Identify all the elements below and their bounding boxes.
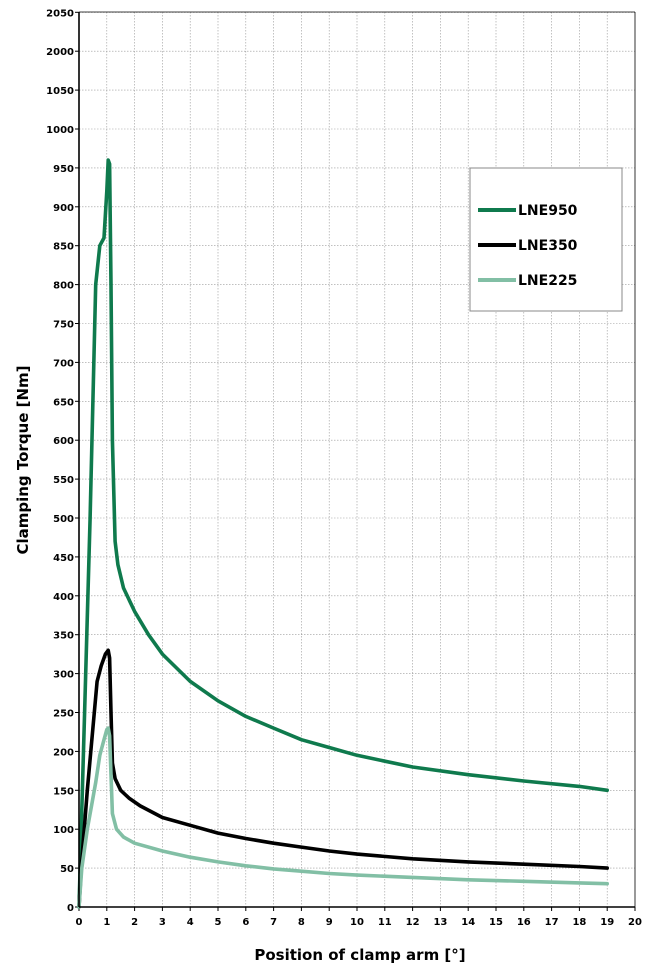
- series-line-lne950: [77, 158, 610, 909]
- legend-label-lne950: LNE950: [518, 203, 578, 219]
- x-tick-label: 17: [545, 917, 559, 928]
- y-tick-label: 850: [53, 242, 74, 253]
- y-tick-label: 1050: [46, 86, 74, 97]
- y-axis-title: Clamping Torque [Nm]: [14, 365, 32, 554]
- y-tick-label: 100: [53, 825, 74, 836]
- y-tick-label: 0: [67, 903, 74, 914]
- x-tick-label: 10: [350, 917, 364, 928]
- x-tick-label: 16: [517, 917, 531, 928]
- x-tick-label: 18: [572, 917, 586, 928]
- series-line-lne350: [77, 648, 610, 909]
- y-axis-ticks: 0 50 100 150 200 250 300 350 400 450 500 550 600 650 7…: [46, 8, 79, 914]
- y-tick-label: 800: [53, 281, 74, 292]
- y-tick-label: 300: [53, 670, 74, 681]
- y-tick-label: 450: [53, 553, 74, 564]
- legend-box: [469, 167, 623, 312]
- y-tick-label: 150: [53, 786, 74, 797]
- series-lines: [77, 158, 610, 909]
- x-tick-label: 2: [131, 917, 138, 928]
- legend: LNE950 LNE350 LNE225: [469, 167, 623, 312]
- x-tick-label: 8: [298, 917, 305, 928]
- y-tick-label: 900: [53, 203, 74, 214]
- y-tick-label: 250: [53, 709, 74, 720]
- y-tick-label: 400: [53, 592, 74, 603]
- x-tick-label: 19: [600, 917, 614, 928]
- y-tick-label: 2050: [46, 8, 74, 19]
- grid: [79, 12, 635, 907]
- series-line-lne225: [77, 726, 610, 909]
- y-tick-label: 200: [53, 747, 74, 758]
- y-tick-label: 600: [53, 436, 74, 447]
- x-tick-label: 7: [270, 917, 277, 928]
- y-tick-label: 350: [53, 631, 74, 642]
- y-tick-label: 50: [60, 864, 74, 875]
- legend-label-lne350: LNE350: [518, 238, 578, 254]
- x-axis-ticks: 0 1 2 3 4 5 6 7 8 9 10 11 12 13 14 15 16 17 18 19 20: [76, 907, 642, 928]
- x-tick-label: 0: [76, 917, 83, 928]
- x-tick-label: 11: [378, 917, 392, 928]
- x-tick-label: 6: [242, 917, 249, 928]
- x-tick-label: 12: [406, 917, 420, 928]
- y-tick-label: 700: [53, 358, 74, 369]
- y-tick-label: 950: [53, 164, 74, 175]
- x-tick-label: 5: [215, 917, 222, 928]
- y-tick-label: 550: [53, 475, 74, 486]
- legend-label-lne225: LNE225: [518, 273, 577, 289]
- x-tick-label: 20: [628, 917, 642, 928]
- x-tick-label: 3: [159, 917, 166, 928]
- x-tick-label: 14: [461, 917, 475, 928]
- y-tick-label: 1000: [46, 125, 74, 136]
- y-tick-label: 500: [53, 514, 74, 525]
- y-tick-label: 750: [53, 320, 74, 331]
- x-tick-label: 1: [103, 917, 110, 928]
- y-tick-label: 2000: [46, 47, 74, 58]
- x-tick-label: 13: [433, 917, 447, 928]
- x-tick-label: 4: [187, 917, 194, 928]
- x-tick-label: 9: [326, 917, 333, 928]
- x-axis-title: Position of clamp arm [°]: [254, 946, 465, 964]
- y-tick-label: 650: [53, 397, 74, 408]
- x-tick-label: 15: [489, 917, 503, 928]
